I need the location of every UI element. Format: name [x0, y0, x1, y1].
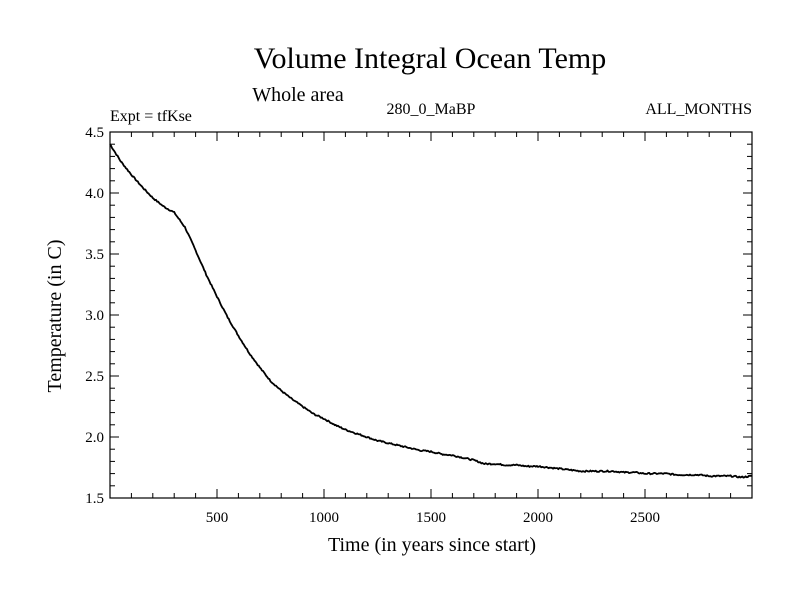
x-tick-label: 2000 [523, 510, 553, 526]
y-tick-label: 3.5 [85, 247, 104, 263]
x-tick-label: 1500 [416, 510, 446, 526]
experiment-label: Expt = tfKse [110, 108, 192, 125]
y-tick-label: 4.0 [85, 186, 104, 202]
y-tick-label: 3.0 [85, 308, 104, 324]
series-line [109, 143, 753, 479]
x-tick-label: 2500 [630, 510, 660, 526]
y-tick-label: 4.5 [85, 125, 104, 141]
months-label: ALL_MONTHS [645, 101, 752, 118]
chart-title: Volume Integral Ocean Temp [254, 42, 607, 75]
x-tick-label: 1000 [309, 510, 339, 526]
y-tick-label: 2.0 [85, 430, 104, 446]
x-axis-label: Time (in years since start) [328, 534, 536, 556]
y-axis-label: Temperature (in C) [44, 240, 66, 393]
plot-area: 500 1000 1500 2000 2500 1.5 2.0 2.5 3.0 3.5 4.0 4.5 [85, 125, 753, 526]
y-tick-label: 1.5 [85, 491, 104, 507]
y-tick-label: 2.5 [85, 369, 104, 385]
plot-frame [109, 131, 753, 499]
chart-subtitle: Whole area [252, 84, 344, 106]
x-tick-label: 500 [206, 510, 229, 526]
scenario-label: 280_0_MaBP [387, 101, 476, 118]
